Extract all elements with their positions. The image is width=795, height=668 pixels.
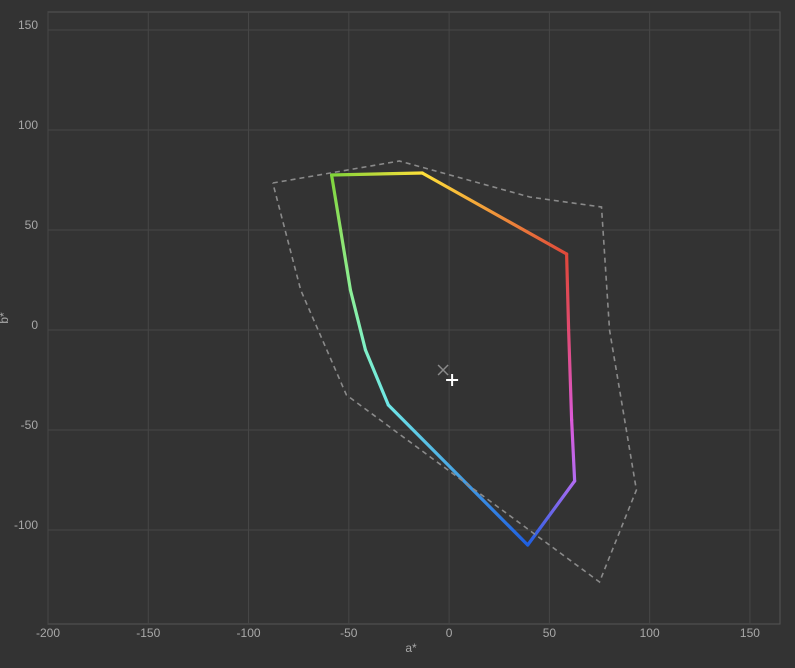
x-tick-label: -100 <box>237 626 261 640</box>
gamut-edge <box>363 348 390 407</box>
y-tick-label: -50 <box>21 418 39 432</box>
y-tick-label: 150 <box>18 18 38 32</box>
reference-gamut <box>272 160 638 584</box>
gamut-edge <box>567 328 574 422</box>
x-tick-label: -200 <box>36 626 60 640</box>
gamut-edge <box>526 479 577 547</box>
x-tick-label: 150 <box>740 626 760 640</box>
marker <box>437 364 449 376</box>
x-tick-label: 100 <box>640 626 660 640</box>
gamut-edge <box>565 252 571 332</box>
x-tick-label: 50 <box>543 626 557 640</box>
gamut-edge <box>420 171 569 256</box>
y-tick-label: 50 <box>25 218 39 232</box>
x-axis-label: a* <box>405 641 417 655</box>
marker <box>446 374 459 386</box>
y-tick-label: 0 <box>31 318 38 332</box>
gamut-edge <box>329 171 424 177</box>
y-axis-label: b* <box>0 312 11 324</box>
gamut-edge <box>570 418 577 483</box>
gamut-edge <box>386 403 530 547</box>
y-tick-label: -100 <box>14 518 38 532</box>
x-tick-label: -150 <box>136 626 160 640</box>
y-tick-label: 100 <box>18 118 38 132</box>
gamut-edge <box>329 173 343 232</box>
gamut-edge <box>338 228 353 292</box>
x-tick-label: -50 <box>340 626 358 640</box>
x-tick-label: 0 <box>446 626 453 640</box>
gamut-edge <box>348 288 368 352</box>
